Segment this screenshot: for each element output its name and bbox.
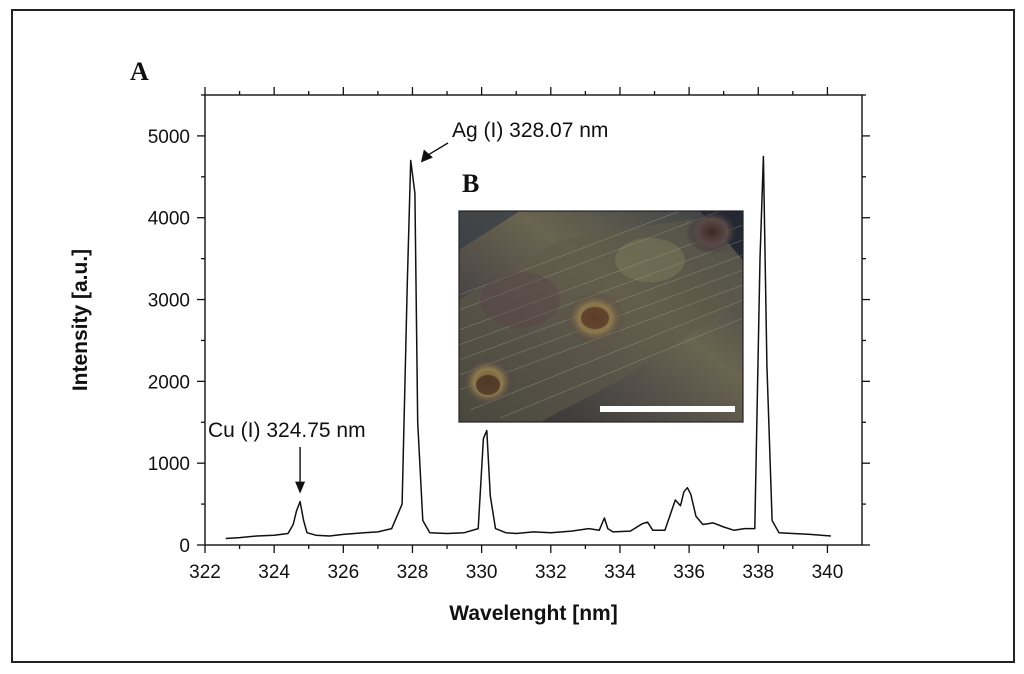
spectrum-series xyxy=(225,155,831,540)
annotation-ag: Ag (I) 328.07 nm xyxy=(452,119,608,142)
x-tick-label: 324 xyxy=(258,562,290,583)
x-tick-label: 328 xyxy=(397,562,429,583)
x-tick-label: 340 xyxy=(812,562,844,583)
y-axis-title: Intensity [a.u.] xyxy=(69,249,92,391)
plot-axes: 322 324 326 328 330 332 334 336 338 340 0 1000 2000 3… xyxy=(69,87,870,625)
x-tick-label: 336 xyxy=(673,562,705,583)
x-tick-label: 334 xyxy=(604,562,636,583)
x-tick-label: 338 xyxy=(742,562,774,583)
x-axis-title: Wavelenght [nm] xyxy=(449,602,617,625)
x-tick-label: 330 xyxy=(466,562,498,583)
y-tick-label: 5000 xyxy=(148,127,190,148)
y-tick-label: 4000 xyxy=(148,209,190,230)
annotation-cu: Cu (I) 324.75 nm xyxy=(208,419,366,442)
y-tick-label: 0 xyxy=(179,536,190,557)
annotation-ag-arrow xyxy=(428,142,449,156)
annotation-cu-arrowhead xyxy=(295,481,306,494)
x-tick-label: 326 xyxy=(327,562,359,583)
y-tick-label: 1000 xyxy=(148,454,190,475)
figure-frame xyxy=(11,9,1015,663)
x-tick-label: 322 xyxy=(189,562,221,583)
spectrum-line xyxy=(225,155,831,540)
inset-micrograph xyxy=(458,210,744,423)
annotation-ag-arrowhead xyxy=(420,149,433,163)
plot-frame xyxy=(204,94,863,546)
panel-label-b: B xyxy=(462,169,479,198)
scale-bar xyxy=(600,406,735,412)
y-tick-label: 2000 xyxy=(148,372,190,393)
x-tick-label: 332 xyxy=(535,562,567,583)
panel-label-a: A xyxy=(130,57,149,86)
y-tick-label: 3000 xyxy=(148,291,190,312)
